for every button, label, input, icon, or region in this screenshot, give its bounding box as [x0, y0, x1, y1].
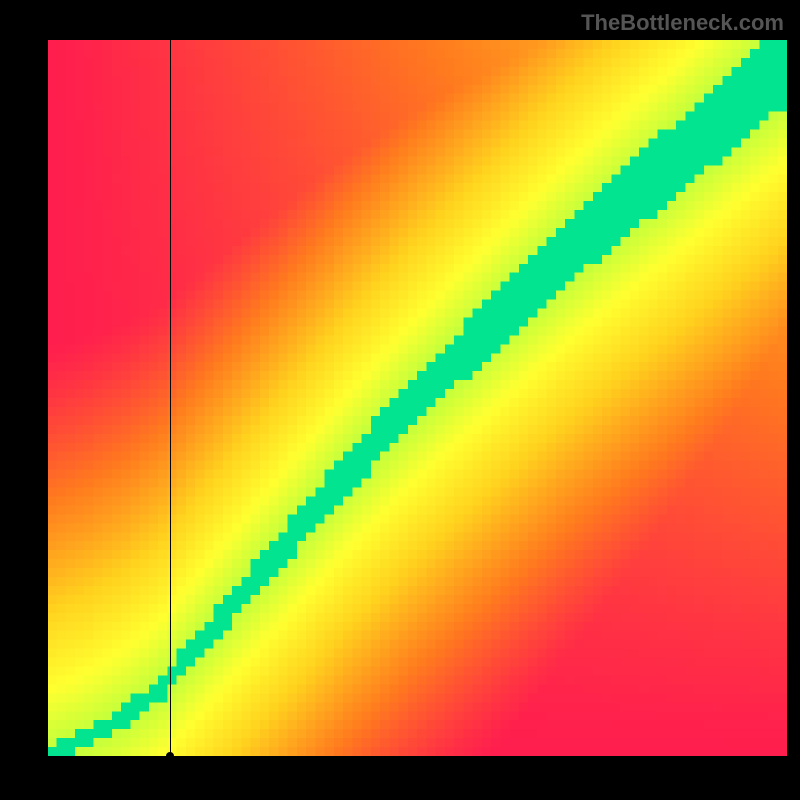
chart-container: { "watermark": { "text": "TheBottleneck.…	[0, 0, 800, 800]
bottleneck-heatmap	[47, 40, 787, 756]
watermark-text: TheBottleneck.com	[581, 10, 784, 36]
indicator-vertical-line	[170, 40, 171, 756]
indicator-dot	[166, 752, 174, 760]
y-axis-line	[47, 40, 48, 756]
x-axis-line	[47, 756, 787, 757]
